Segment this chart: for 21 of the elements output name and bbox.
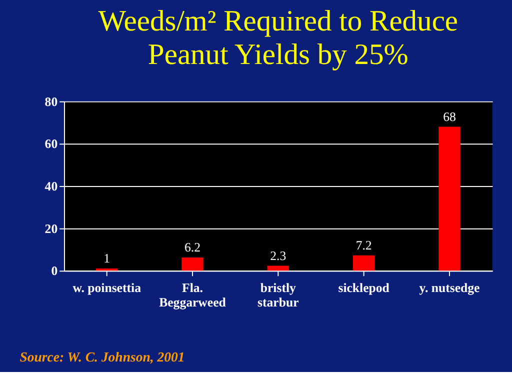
- chart-title: Weeds/m² Required to Reduce Peanut Yields by 25%: [98, 5, 458, 71]
- y-tick-label: 40: [44, 179, 58, 194]
- bar: [267, 266, 289, 271]
- data-label: 7.2: [356, 238, 372, 253]
- y-tick-label: 80: [44, 94, 58, 109]
- bar: [352, 255, 375, 271]
- data-label: 1: [104, 252, 110, 266]
- bar: [182, 258, 204, 271]
- y-tick-label: 60: [44, 137, 58, 152]
- y-tick-label: 20: [44, 222, 58, 236]
- x-tick-label: sicklepod: [338, 280, 390, 295]
- source-note: Source: W. C. Johnson, 2001: [20, 349, 185, 364]
- x-tick-label: y. nutsedge: [419, 280, 480, 295]
- x-tick-label: Fla. Beggarweed: [159, 280, 226, 310]
- y-tick-label: 0: [51, 264, 58, 278]
- x-tick-label: bristly starbur: [258, 280, 300, 310]
- data-label: 2.3: [270, 248, 286, 263]
- data-label: 6.2: [184, 240, 200, 255]
- x-tick-label: w. poinsettia: [72, 280, 142, 295]
- bar: [438, 126, 460, 271]
- data-label: 68: [443, 110, 456, 124]
